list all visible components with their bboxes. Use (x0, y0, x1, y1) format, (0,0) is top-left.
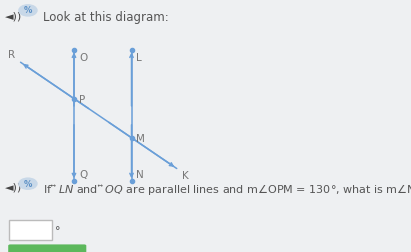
Text: Look at this diagram:: Look at this diagram: (43, 11, 169, 24)
Text: Q: Q (79, 169, 87, 179)
Text: ◄)): ◄)) (5, 11, 22, 21)
Text: O: O (79, 53, 87, 63)
Text: ◄)): ◄)) (5, 181, 22, 192)
Text: P: P (79, 94, 85, 104)
Text: %: % (24, 179, 32, 188)
Text: If $\overleftrightarrow{LN}$ and $\overleftrightarrow{OQ}$ are parallel lines an: If $\overleftrightarrow{LN}$ and $\overl… (43, 181, 411, 196)
Text: K: K (182, 170, 188, 180)
Circle shape (19, 6, 37, 17)
Text: °: ° (55, 225, 61, 235)
FancyBboxPatch shape (9, 220, 52, 240)
Text: L: L (136, 53, 142, 63)
Text: R: R (9, 50, 16, 60)
Text: M: M (136, 133, 145, 143)
Circle shape (19, 178, 37, 190)
Text: %: % (24, 6, 32, 15)
Text: N: N (136, 169, 144, 179)
FancyBboxPatch shape (8, 244, 86, 252)
